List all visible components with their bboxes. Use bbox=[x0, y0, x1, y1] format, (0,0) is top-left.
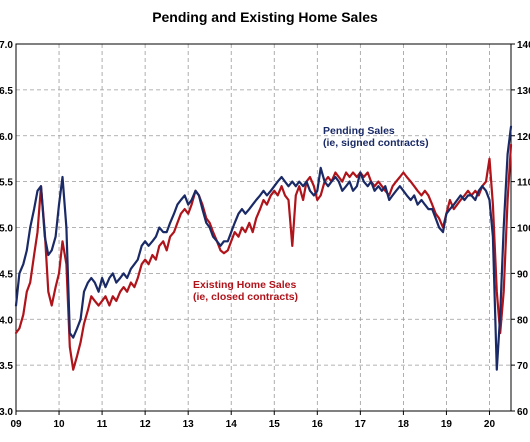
annotation-layer: Pending Sales(ie, signed contracts) Exist… bbox=[193, 125, 429, 303]
series-layer bbox=[14, 125, 513, 371]
x-tick-label: 20 bbox=[484, 419, 496, 430]
right-y-tick-label: 90 bbox=[517, 269, 529, 280]
x-tick-label: 16 bbox=[312, 419, 324, 430]
chart-title: Pending and Existing Home Sales bbox=[152, 9, 378, 25]
right-y-tick-label: 110 bbox=[517, 178, 530, 189]
left-y-tick-label: 4.0 bbox=[0, 315, 13, 326]
x-tick-label: 13 bbox=[183, 419, 195, 430]
x-tick-label: 19 bbox=[441, 419, 453, 430]
x-tick-label: 09 bbox=[10, 419, 22, 430]
grid-layer bbox=[16, 44, 511, 411]
right-y-tick-label: 70 bbox=[517, 361, 529, 372]
left-y-tick-label: 3.0 bbox=[0, 407, 13, 418]
right-y-tick-label: 140 bbox=[517, 40, 530, 51]
right-y-tick-label: 130 bbox=[517, 86, 530, 97]
x-tick-label: 11 bbox=[97, 419, 108, 430]
left-y-tick-label: 5.0 bbox=[0, 224, 13, 235]
x-axis: 09 10 11 12 13 14 15 16 17 18 19 20 bbox=[10, 411, 495, 430]
annotation-existing: (ie, closed contracts) bbox=[193, 291, 298, 303]
left-y-tick-label: 5.5 bbox=[0, 178, 13, 189]
left-y-tick-label: 6.5 bbox=[0, 86, 13, 97]
left-y-tick-label: 7.0 bbox=[0, 40, 13, 51]
x-tick-label: 10 bbox=[53, 419, 65, 430]
x-tick-label: 18 bbox=[398, 419, 410, 430]
right-y-tick-label: 100 bbox=[517, 224, 530, 235]
x-tick-label: 14 bbox=[226, 419, 238, 430]
right-y-tick-label: 60 bbox=[517, 407, 529, 418]
annotation-pending: (ie, signed contracts) bbox=[323, 137, 429, 149]
x-tick-label: 15 bbox=[269, 419, 281, 430]
left-y-axis: 3.0 3.5 4.0 4.5 5.0 5.5 6.0 6.5 7.0 bbox=[0, 40, 13, 418]
annotation-existing: Existing Home Sales bbox=[193, 279, 296, 291]
left-y-tick-label: 3.5 bbox=[0, 361, 13, 372]
left-y-tick-label: 6.0 bbox=[0, 132, 13, 143]
series-line-existing bbox=[14, 143, 513, 371]
x-tick-label: 17 bbox=[355, 419, 367, 430]
series-line-pending bbox=[14, 125, 513, 371]
left-y-tick-label: 4.5 bbox=[0, 269, 13, 280]
x-tick-label: 12 bbox=[140, 419, 152, 430]
right-y-axis: 60 70 80 90 100 110 120 130 140 bbox=[511, 40, 530, 418]
right-y-tick-label: 120 bbox=[517, 132, 530, 143]
right-y-tick-label: 80 bbox=[517, 315, 529, 326]
annotation-pending: Pending Sales bbox=[323, 125, 395, 137]
